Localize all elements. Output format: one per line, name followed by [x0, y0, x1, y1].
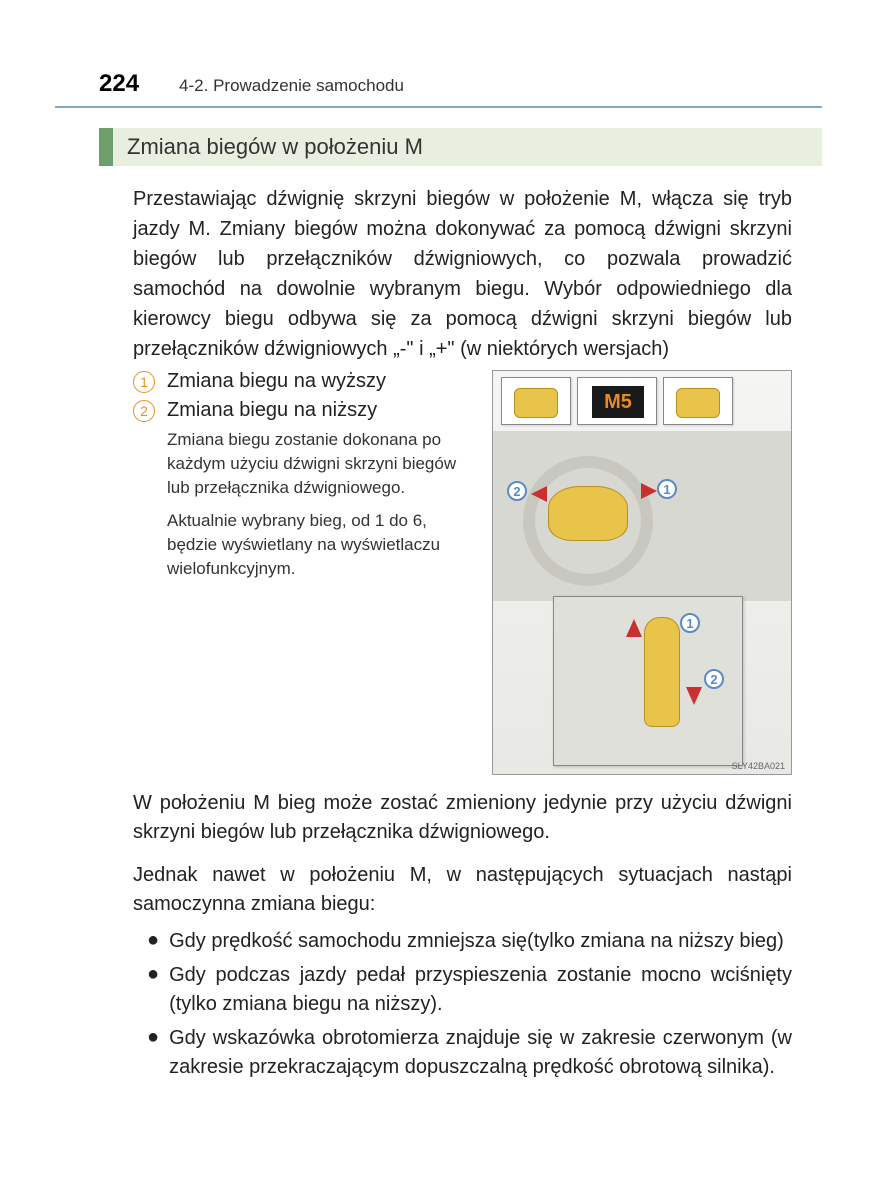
paddle-minus-callout [501, 377, 571, 425]
section-accent-bar [99, 128, 113, 166]
numbered-item-2: 2 Zmiana biegu na niższy [133, 399, 472, 422]
gear-shifter-icon [644, 617, 680, 727]
marker-2-top: 2 [507, 481, 527, 501]
paddle-plus-callout [663, 377, 733, 425]
sub-paragraph-2: Aktualnie wybrany bieg, od 1 do 6, będzi… [167, 509, 472, 580]
bullet-dot-icon: ● [147, 927, 159, 955]
bullet-3-text: Gdy wskazówka obrotomierza znajduje się … [169, 1024, 792, 1081]
marker-1-bottom: 1 [680, 613, 700, 633]
paddle-minus-icon [514, 388, 558, 418]
display-callout: M5 [577, 377, 657, 425]
circle-number-1-icon: 1 [133, 371, 155, 393]
steering-center-icon [548, 486, 628, 541]
sub-paragraph-1: Zmiana biegu zostanie dokonana po każdym… [167, 428, 472, 499]
bullet-dot-icon: ● [147, 961, 159, 1018]
item-2-label: Zmiana biegu na niższy [167, 399, 377, 422]
numbered-item-1: 1 Zmiana biegu na wyższy [133, 370, 472, 393]
bullet-1-text: Gdy prędkość samochodu zmniejsza się(tyl… [169, 927, 792, 955]
circle-number-2-icon: 2 [133, 400, 155, 422]
section-title: Zmiana biegów w położeniu M [113, 128, 822, 166]
bullet-2-text: Gdy podczas jazdy pedał przyspieszenia z… [169, 961, 792, 1018]
marker-2-bottom: 2 [704, 669, 724, 689]
gear-display-text: M5 [604, 391, 632, 414]
page-header: 224 4-2. Prowadzenie samochodu [55, 70, 822, 98]
text-column: 1 Zmiana biegu na wyższy 2 Zmiana biegu … [133, 370, 472, 775]
manual-page: 224 4-2. Prowadzenie samochodu Zmiana bi… [0, 0, 877, 1127]
intro-paragraph: Przestawiając dźwignię skrzyni biegów w … [133, 184, 792, 364]
bullet-3: ● Gdy wskazówka obrotomierza znajduje si… [147, 1024, 792, 1081]
paddle-plus-icon [676, 388, 720, 418]
page-number: 224 [99, 70, 139, 98]
breadcrumb: 4-2. Prowadzenie samochodu [179, 76, 404, 96]
content-columns: 1 Zmiana biegu na wyższy 2 Zmiana biegu … [133, 370, 792, 775]
bullet-1: ● Gdy prędkość samochodu zmniejsza się(t… [147, 927, 792, 955]
bullet-2: ● Gdy podczas jazdy pedał przyspieszenia… [147, 961, 792, 1018]
gear-shift-illustration: M5 2 1 1 2 [492, 370, 792, 775]
shifter-inset: 1 2 [553, 596, 743, 766]
item-1-label: Zmiana biegu na wyższy [167, 370, 386, 393]
illustration-column: M5 2 1 1 2 [492, 370, 792, 775]
header-divider [55, 106, 822, 108]
gear-display: M5 [592, 386, 644, 418]
section-heading: Zmiana biegów w położeniu M [99, 128, 822, 166]
bullet-dot-icon: ● [147, 1024, 159, 1081]
arrow-left-icon [531, 486, 547, 502]
arrow-right-icon [641, 483, 657, 499]
paragraph-after-1: W położeniu M bieg może zostać zmieniony… [133, 789, 792, 847]
illustration-code: SLY42BA021 [732, 761, 785, 771]
paragraph-after-2: Jednak nawet w położeniu M, w następując… [133, 861, 792, 919]
marker-1-top: 1 [657, 479, 677, 499]
arrow-up-icon [626, 619, 642, 637]
arrow-down-icon [686, 687, 702, 705]
